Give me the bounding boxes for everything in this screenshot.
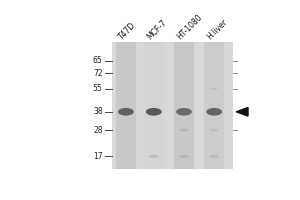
Ellipse shape bbox=[211, 87, 218, 90]
Ellipse shape bbox=[206, 108, 222, 116]
Text: HT-1080: HT-1080 bbox=[175, 12, 204, 41]
Ellipse shape bbox=[149, 155, 159, 158]
Text: 55: 55 bbox=[93, 84, 103, 93]
Text: 17: 17 bbox=[93, 152, 103, 161]
Bar bbox=[112, 42, 233, 169]
Ellipse shape bbox=[210, 129, 218, 132]
Text: T47D: T47D bbox=[117, 20, 138, 41]
Bar bbox=[174, 42, 194, 169]
Text: 38: 38 bbox=[93, 107, 103, 116]
Bar bbox=[144, 42, 164, 169]
Ellipse shape bbox=[209, 155, 219, 158]
Text: 28: 28 bbox=[93, 126, 103, 135]
Ellipse shape bbox=[176, 108, 192, 116]
Ellipse shape bbox=[179, 155, 189, 158]
Text: MCF-7: MCF-7 bbox=[145, 18, 168, 41]
Ellipse shape bbox=[179, 129, 188, 132]
Text: H.liver: H.liver bbox=[206, 17, 230, 41]
Bar bbox=[116, 42, 136, 169]
Text: 72: 72 bbox=[93, 69, 103, 78]
Polygon shape bbox=[236, 107, 248, 116]
Text: 65: 65 bbox=[93, 56, 103, 65]
Ellipse shape bbox=[146, 108, 162, 116]
Ellipse shape bbox=[118, 108, 134, 116]
Bar bbox=[204, 42, 224, 169]
